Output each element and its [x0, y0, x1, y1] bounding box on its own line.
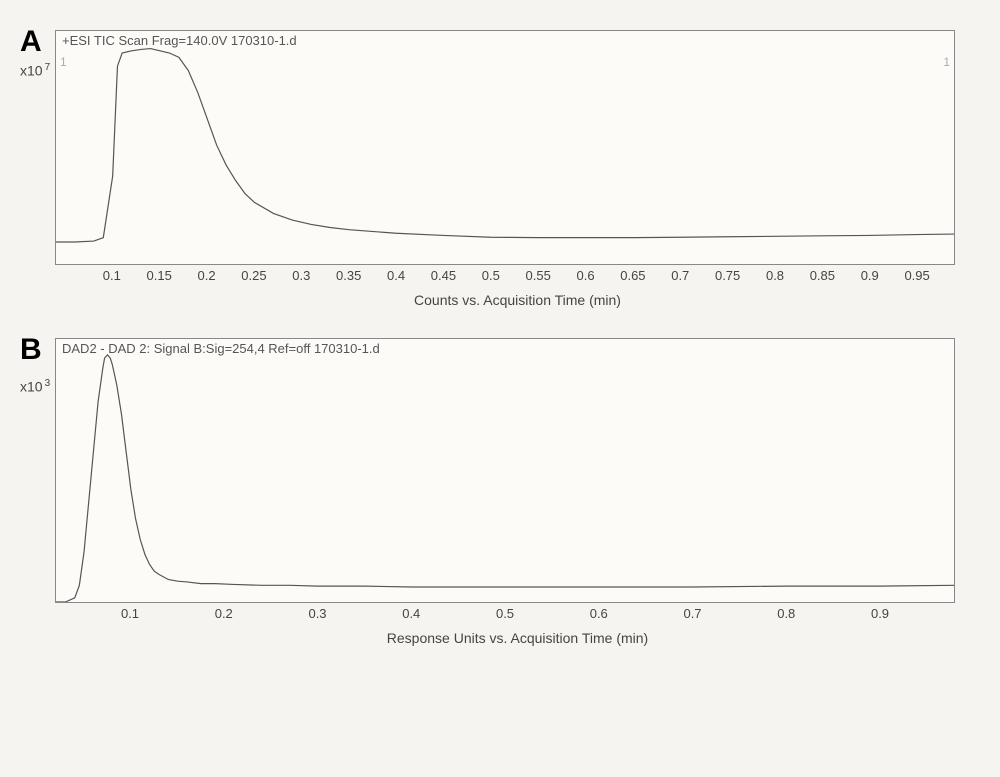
- y-axis-a: 012345: [55, 31, 56, 264]
- x-tick: 0.6: [590, 606, 608, 621]
- plot-box-a: +ESI TIC Scan Frag=140.0V 170310-1.d 1 1…: [55, 30, 955, 265]
- x-tick: 0.35: [336, 268, 361, 283]
- x-tick: 0.3: [292, 268, 310, 283]
- x-tick: 0.5: [496, 606, 514, 621]
- y-exponent-a: x107: [20, 62, 50, 79]
- panel-a-label: A: [20, 25, 42, 59]
- x-tick: 0.5: [482, 268, 500, 283]
- x-tick: 0.7: [671, 268, 689, 283]
- plot-box-b: DAD2 - DAD 2: Signal B:Sig=254,4 Ref=off…: [55, 338, 955, 603]
- x-axis-b: 0.1 0.2 0.3 0.4 0.5 0.6 0.7 0.8 0.9: [55, 603, 955, 628]
- x-tick: 0.15: [147, 268, 172, 283]
- x-tick: 0.65: [620, 268, 645, 283]
- x-tick: 0.3: [308, 606, 326, 621]
- x-tick: 0.25: [241, 268, 266, 283]
- trace-a: [56, 31, 954, 264]
- x-tick: 0.1: [121, 606, 139, 621]
- x-tick: 0.1: [103, 268, 121, 283]
- xlabel-a: Counts vs. Acquisition Time (min): [55, 292, 980, 308]
- x-tick: 0.9: [871, 606, 889, 621]
- panel-b: B x103 DAD2 - DAD 2: Signal B:Sig=254,4 …: [20, 338, 980, 646]
- trace-b: [56, 339, 954, 602]
- y-axis-b: 00.511.522.53: [55, 339, 56, 602]
- x-tick: 0.55: [526, 268, 551, 283]
- x-tick: 0.95: [904, 268, 929, 283]
- chart-b-container: x103 DAD2 - DAD 2: Signal B:Sig=254,4 Re…: [55, 338, 980, 646]
- x-tick: 0.45: [431, 268, 456, 283]
- x-tick: 0.4: [402, 606, 420, 621]
- x-tick: 0.85: [810, 268, 835, 283]
- x-tick: 0.2: [198, 268, 216, 283]
- x-tick: 0.2: [215, 606, 233, 621]
- xlabel-b: Response Units vs. Acquisition Time (min…: [55, 630, 980, 646]
- x-tick: 0.4: [387, 268, 405, 283]
- y-exponent-b: x103: [20, 378, 50, 395]
- x-tick: 0.8: [766, 268, 784, 283]
- chart-a-container: x107 +ESI TIC Scan Frag=140.0V 170310-1.…: [55, 30, 980, 308]
- x-tick: 0.6: [576, 268, 594, 283]
- panel-b-label: B: [20, 333, 42, 367]
- panel-a: A x107 +ESI TIC Scan Frag=140.0V 170310-…: [20, 30, 980, 308]
- x-tick: 0.9: [861, 268, 879, 283]
- x-tick: 0.75: [715, 268, 740, 283]
- x-tick: 0.8: [777, 606, 795, 621]
- x-tick: 0.7: [683, 606, 701, 621]
- x-axis-a: 0.1 0.15 0.2 0.25 0.3 0.35 0.4 0.45 0.5 0.55 0.6 0.…: [55, 265, 955, 290]
